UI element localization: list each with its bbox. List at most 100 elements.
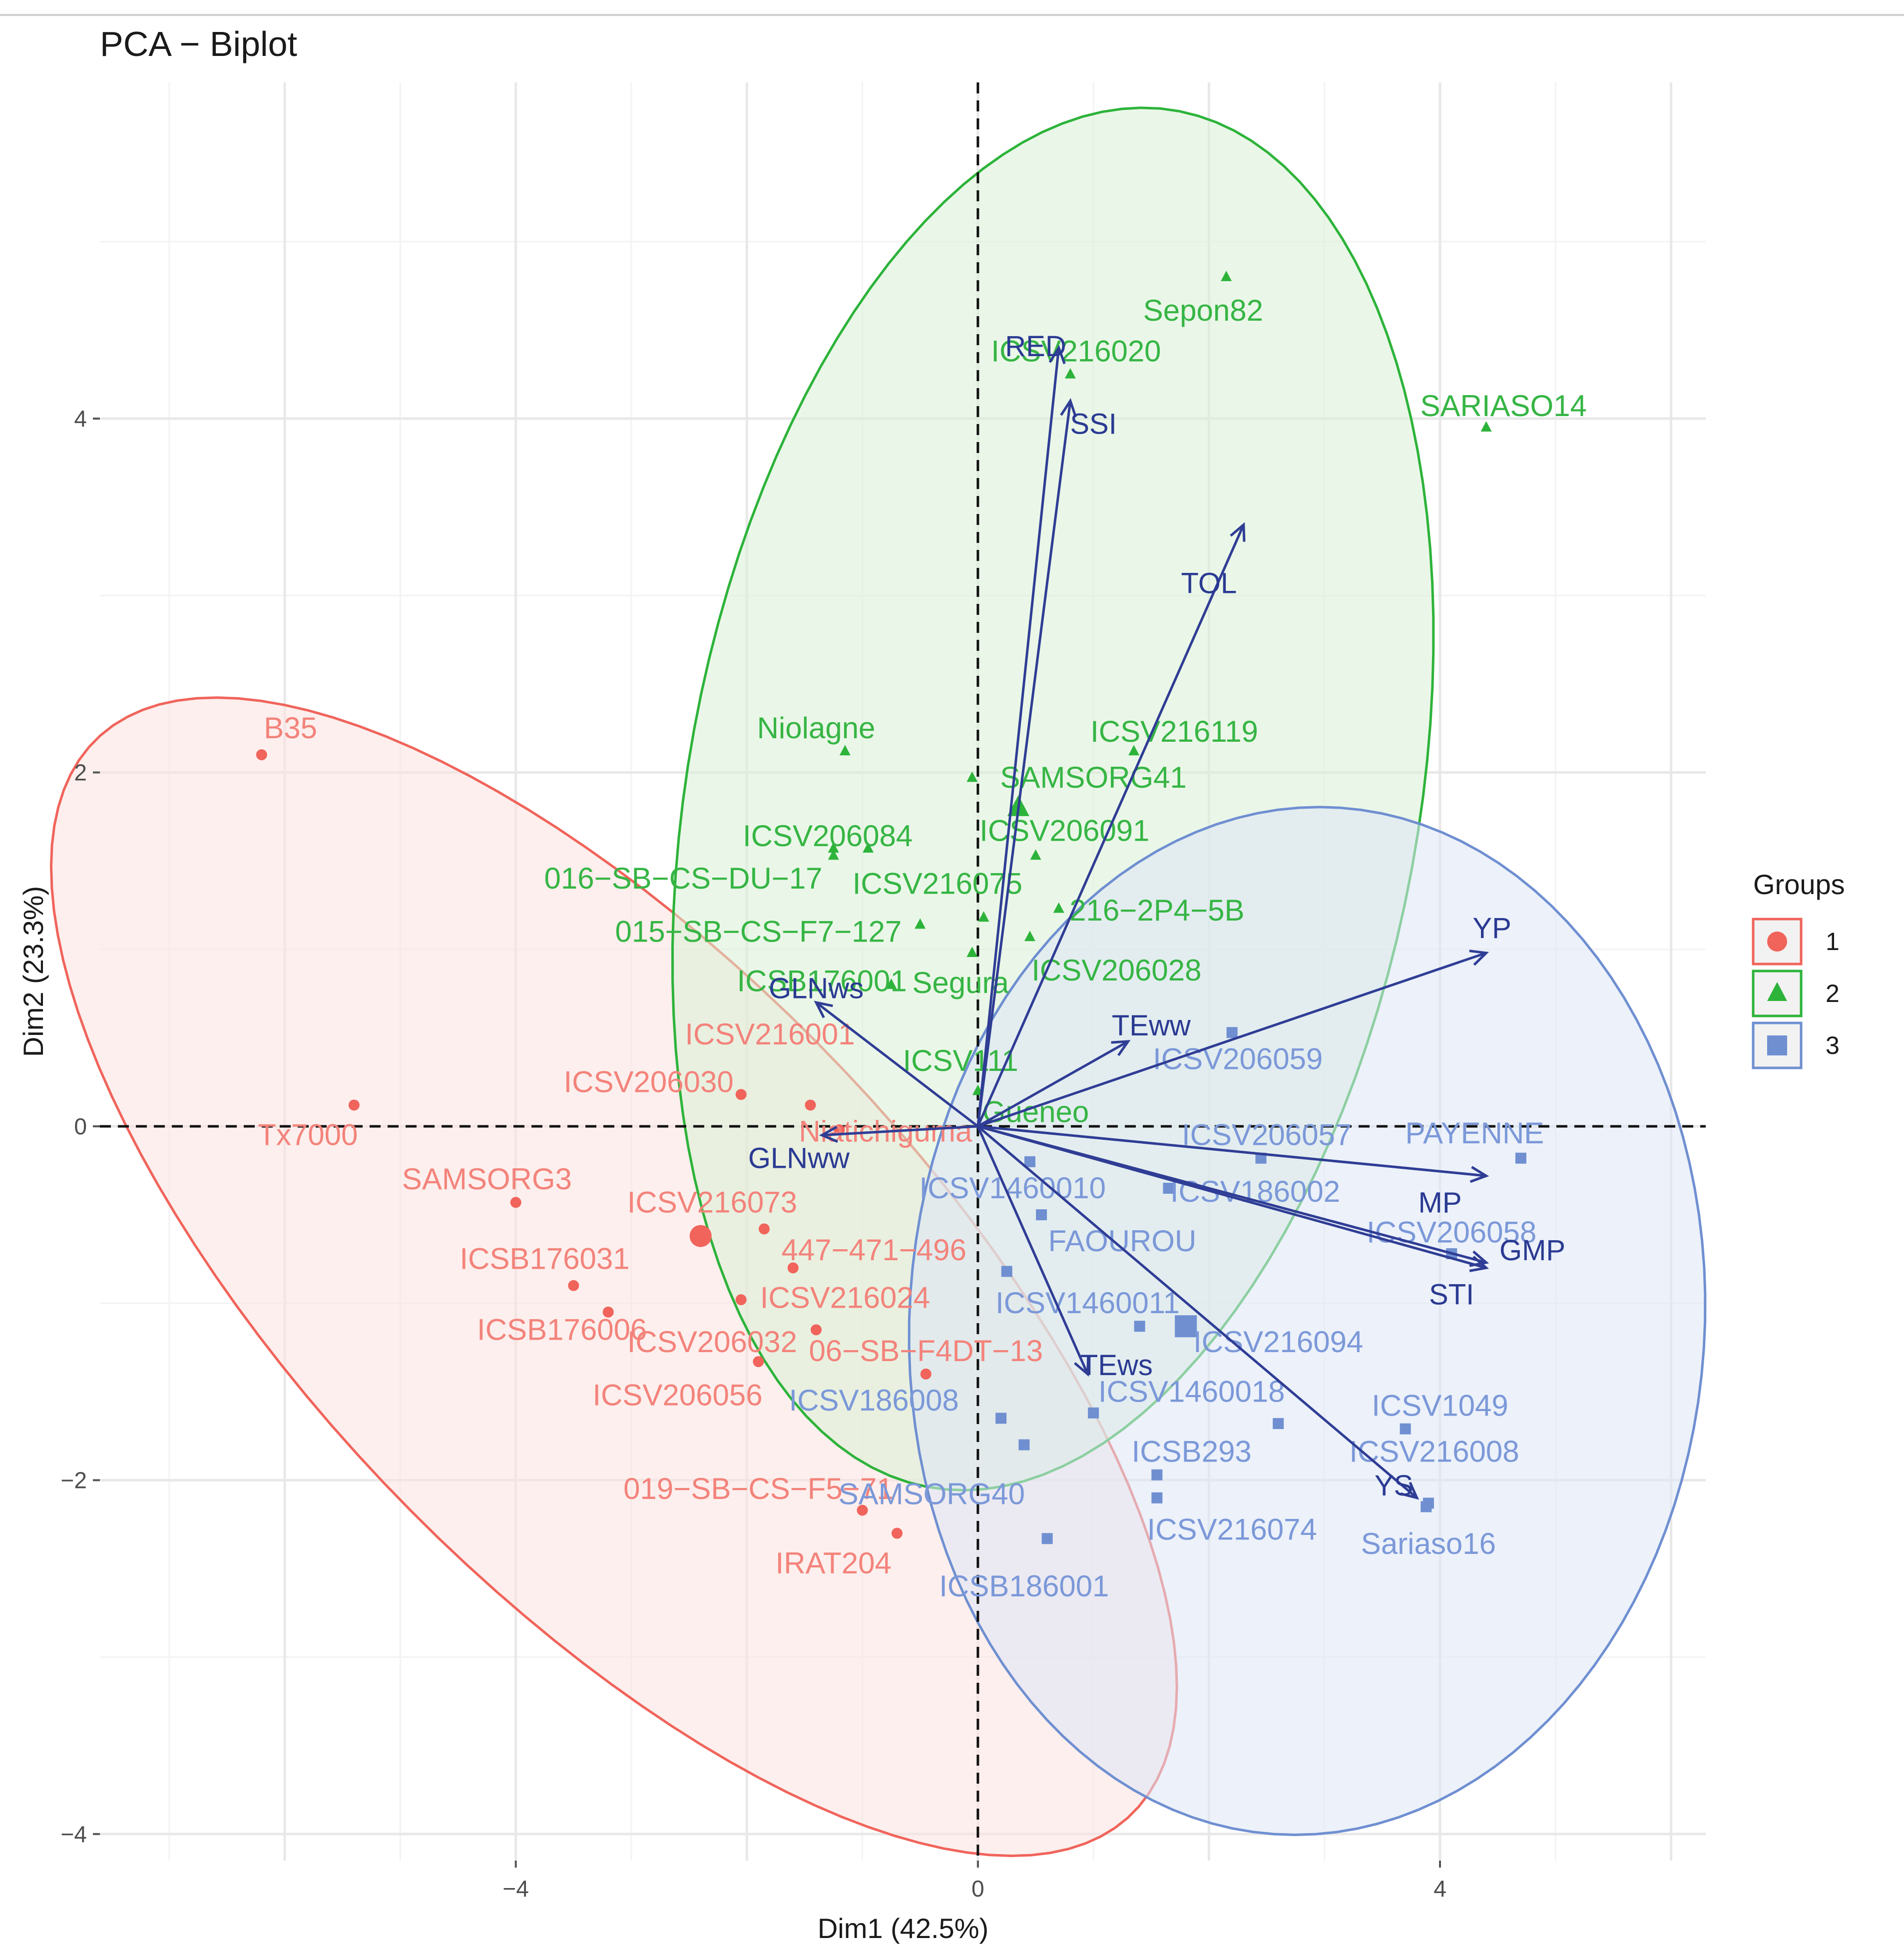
arrow-YP (977, 952, 1487, 1128)
variable-label-RED: RED (1005, 330, 1066, 363)
point-ICSV206032 (811, 1324, 822, 1336)
label-SAMSORG40: SAMSORG40 (839, 1477, 1025, 1511)
label-ICSV216075: ICSV216075 (853, 867, 1022, 901)
label-ICSB186001: ICSB186001 (939, 1569, 1109, 1603)
arrow-MP (977, 1125, 1486, 1177)
arrowhead-TEws (1074, 1357, 1090, 1377)
point-ICSV206028 (1024, 931, 1035, 942)
label-447−471−496: 447−471−496 (781, 1233, 966, 1267)
x-axis-title: Dim1 (42.5%) (818, 1913, 988, 1944)
label-ICSV206059: ICSV206059 (1153, 1042, 1323, 1075)
point-Segura (886, 978, 897, 989)
point-SAMSORG3 (510, 1197, 521, 1208)
arrowhead-SSI (1060, 398, 1077, 418)
label-ICSV206056: ICSV206056 (592, 1378, 762, 1412)
arrow-TEww (977, 1040, 1129, 1128)
legend-symbol-1 (1767, 932, 1787, 952)
variable-label-GLNww: GLNww (748, 1142, 850, 1175)
label-ICSV206084: ICSV206084 (743, 819, 913, 853)
point-IRAT204 (891, 1527, 903, 1539)
point-SAMSORG41 (966, 771, 978, 782)
point-ICSV111 (978, 911, 989, 922)
point-447−471−496 (787, 1262, 799, 1274)
individual-points (256, 271, 1526, 1544)
point-216−2P4−5B (1053, 902, 1064, 913)
legend-label-2: 2 (1826, 979, 1840, 1007)
label-Tx7000: Tx7000 (258, 1118, 358, 1152)
label-ICSB176031: ICSB176031 (460, 1242, 629, 1276)
point-ICSV1049 (1273, 1418, 1284, 1430)
point-SAMSORG40 (1018, 1439, 1030, 1451)
label-ICSV206028: ICSV206028 (1031, 954, 1201, 987)
point-ICSV216024 (735, 1294, 747, 1306)
label-06−SB−F4DT−13: 06−SB−F4DT−13 (809, 1334, 1043, 1368)
individual-labels: B35Tx7000SAMSORG3ICSB176031ICSB176006ICS… (258, 294, 1587, 1603)
label-IRAT204: IRAT204 (776, 1546, 892, 1580)
arrowhead-GLNws (814, 1000, 833, 1018)
label-ICSV111: ICSV111 (903, 1044, 1018, 1077)
point-ICSB186001 (1041, 1533, 1053, 1544)
point-Sepon82 (1221, 271, 1232, 281)
label-015−SB−CS−F7−127: 015−SB−CS−F7−127 (615, 915, 902, 948)
arrowhead-GLNww (819, 1125, 838, 1143)
x-tick-label: 4 (1433, 1876, 1446, 1902)
label-SAMSORG3: SAMSORG3 (402, 1162, 572, 1196)
arrow-SSI (976, 401, 1072, 1127)
point-ICSV216008 (1400, 1423, 1411, 1435)
arrowhead-TOL (1230, 522, 1246, 542)
arrow-TOL (976, 524, 1245, 1127)
point-015−SB−CS−F7−127 (915, 918, 926, 929)
label-Sariaso16: Sariaso16 (1361, 1527, 1496, 1560)
axis-ticks: −4 0 4 −4 −2 0 2 4 (61, 406, 1446, 1902)
legend-label-3: 3 (1826, 1031, 1840, 1059)
point-ICSB176006 (602, 1306, 614, 1318)
label-ICSV206091: ICSV206091 (979, 814, 1149, 847)
label-ICSV1049: ICSV1049 (1372, 1389, 1508, 1423)
point-ICSV186008 (995, 1413, 1007, 1424)
label-ICSV206030: ICSV206030 (564, 1065, 734, 1098)
legend-label-1: 1 (1826, 928, 1840, 956)
point-PAYENNE (1515, 1152, 1526, 1164)
variable-label-TOL: TOL (1181, 567, 1237, 599)
label-ICSV1460018: ICSV1460018 (1098, 1375, 1285, 1408)
centroid-group-3 (1175, 1315, 1197, 1338)
legend: Groups 1 2 3 (1752, 869, 1845, 1069)
variable-label-GMP: GMP (1499, 1234, 1565, 1267)
label-ICSV216119: ICSV216119 (1090, 715, 1258, 748)
zero-lines (100, 82, 1706, 1861)
arrow-STI (977, 1125, 1487, 1264)
point-ICSV1460010 (1024, 1156, 1035, 1167)
variable-label-YS: YS (1375, 1469, 1413, 1502)
arrow-YS (977, 1125, 1418, 1499)
variable-labels: RED SSI TOL YP TEww GLNws GLNww MP GMP STI TEws YS (748, 330, 1565, 1502)
label-ICSV206057: ICSV206057 (1182, 1118, 1352, 1152)
variable-label-TEws: TEws (1080, 1349, 1153, 1382)
label-SARIASO14: SARIASO14 (1420, 389, 1587, 423)
legend-symbol-3 (1767, 1035, 1787, 1055)
label-FAOUROU: FAOUROU (1048, 1224, 1197, 1258)
point-019−SB−CS−F5−71 (857, 1504, 868, 1516)
label-019−SB−CS−F5−71: 019−SB−CS−F5−71 (623, 1472, 893, 1505)
point-ICSV216073 (758, 1223, 770, 1235)
arrowhead-TEww (1111, 1040, 1131, 1056)
y-tick-label: 2 (74, 759, 87, 785)
point-ICSV206030 (735, 1089, 747, 1100)
point-FAOUROU (1036, 1209, 1047, 1221)
label-ICSV186008: ICSV186008 (789, 1384, 959, 1417)
top-border-line (0, 14, 1904, 16)
point-ICSV216001 (805, 1099, 816, 1111)
label-216−2P4−5B: 216−2P4−5B (1069, 894, 1244, 927)
label-ICSV216001: ICSV216001 (685, 1017, 855, 1051)
y-tick-label: 0 (74, 1113, 87, 1139)
point-ICSV1460018 (1088, 1407, 1099, 1419)
label-Niolagne: Niolagne (757, 711, 876, 745)
variable-label-YP: YP (1472, 912, 1511, 945)
point-SARIASO14 (1480, 421, 1492, 432)
label-Gueneo: Gueneo (982, 1095, 1089, 1129)
label-ICSV216008: ICSV216008 (1349, 1435, 1519, 1468)
variable-label-TEww: TEww (1112, 1009, 1191, 1042)
point-ICSV206059 (1226, 1027, 1238, 1038)
label-SAMSORG41: SAMSORG41 (1000, 761, 1186, 794)
x-tick-label: 0 (971, 1876, 984, 1902)
